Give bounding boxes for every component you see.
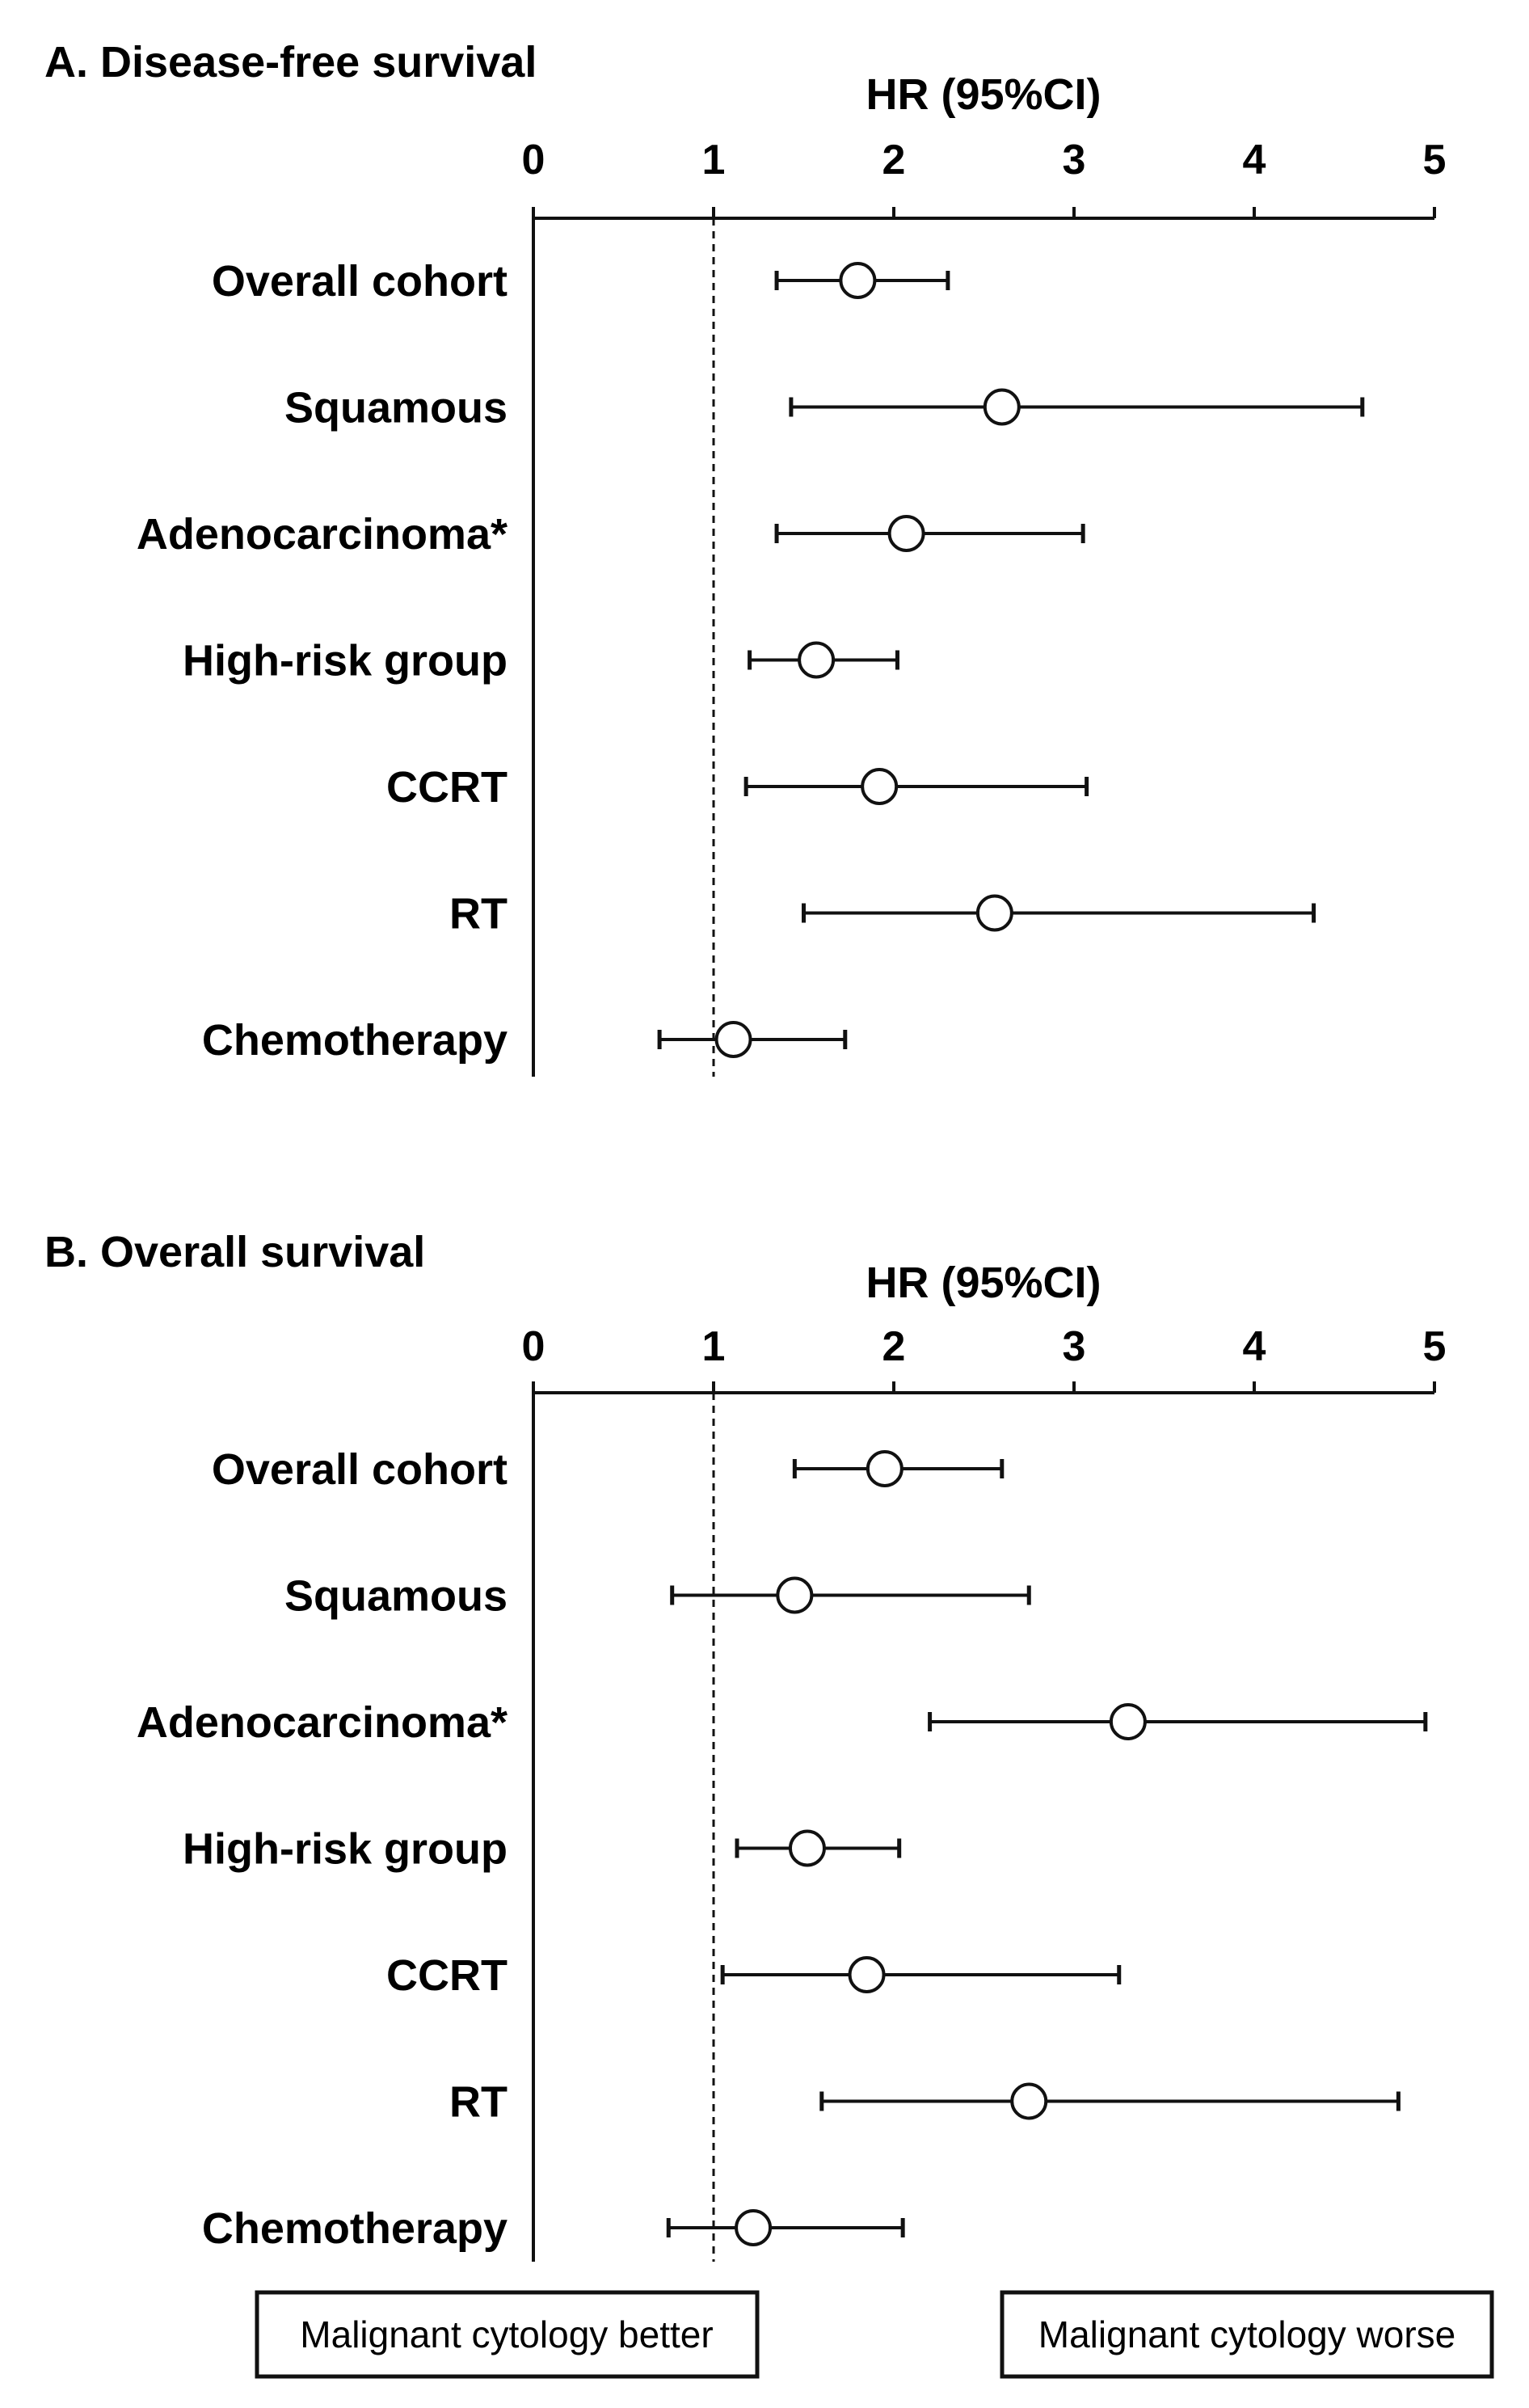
panel-a-tick-label-1: 1: [702, 137, 726, 183]
panel-a-hr-point-5: [975, 894, 1013, 932]
panel-a-row-label-6: Chemotherapy: [202, 1016, 508, 1065]
panel-b-plot: 0 1 2 3 4 5 Overall cohort Squamous Adenocarcino…: [137, 1323, 1447, 2262]
panel-b-row-label-6: Chemotherapy: [202, 2204, 508, 2253]
panel-b-row-label-3: High-risk group: [183, 1825, 508, 1874]
panel-a-tick-label-0: 0: [522, 137, 545, 183]
panel-b-hr-point-5: [1010, 2082, 1048, 2120]
panel-a-plot: 0 1 2 3 4 5 Overall cohort Squamous Adenocarcino…: [137, 137, 1447, 1077]
legend-worse-box: Malignant cytology worse: [1000, 2290, 1494, 2379]
legend-better-label: Malignant cytology better: [300, 2313, 713, 2355]
panel-b-hr-point-6: [735, 2209, 773, 2246]
panel-b-row-label-1: Squamous: [284, 1572, 508, 1621]
panel-b-tick-label-1: 1: [702, 1323, 726, 1370]
panel-b-row-label-4: CCRT: [386, 1951, 508, 2000]
panel-b-row-label-5: RT: [449, 2078, 508, 2127]
panel-b-tick-label-0: 0: [522, 1323, 545, 1370]
panel-a-hr-point-1: [983, 388, 1021, 426]
panel-a-row-label-4: CCRT: [386, 763, 508, 812]
panel-b-hr-point-3: [788, 1829, 826, 1867]
panel-b-hr-point-0: [866, 1450, 904, 1487]
panel-a-axis-title: HR (95%CI): [866, 70, 1101, 119]
panel-a-row-label-2: Adenocarcinoma*: [137, 510, 508, 559]
panel-a-row-label-5: RT: [449, 890, 508, 938]
panel-a-row-label-3: High-risk group: [183, 637, 508, 685]
panel-b-tick-label-2: 2: [882, 1323, 906, 1370]
panel-a-hr-point-4: [861, 768, 899, 805]
panel-b-hr-point-2: [1109, 1703, 1147, 1740]
panel-a-hr-point-0: [839, 262, 877, 299]
panel-a-hr-point-3: [798, 641, 836, 679]
panel-b-row-label-2: Adenocarcinoma*: [137, 1698, 508, 1747]
legend-worse-label: Malignant cytology worse: [1038, 2313, 1455, 2355]
panel-b-tick-label-5: 5: [1423, 1323, 1447, 1370]
panel-b-hr-point-4: [848, 1956, 886, 1993]
panel-a-row-label-0: Overall cohort: [212, 257, 508, 306]
panel-a-hr-point-6: [714, 1021, 752, 1058]
panel-b-title: B. Overall survival: [44, 1228, 425, 1276]
panel-a-hr-point-2: [887, 515, 925, 552]
legend-better-box: Malignant cytology better: [255, 2290, 760, 2379]
panel-a-row-label-1: Squamous: [284, 384, 508, 432]
panel-b-tick-label-3: 3: [1063, 1323, 1086, 1370]
panel-b-tick-label-4: 4: [1243, 1323, 1266, 1370]
panel-a-tick-label-3: 3: [1063, 137, 1086, 183]
panel-b-axis-title: HR (95%CI): [866, 1259, 1101, 1307]
panel-a-tick-label-2: 2: [882, 137, 906, 183]
panel-b-row-label-0: Overall cohort: [212, 1445, 508, 1494]
panel-a-tick-label-5: 5: [1423, 137, 1447, 183]
panel-a-title: A. Disease-free survival: [44, 38, 537, 86]
panel-a-tick-label-4: 4: [1243, 137, 1266, 183]
panel-b-hr-point-1: [776, 1576, 814, 1614]
